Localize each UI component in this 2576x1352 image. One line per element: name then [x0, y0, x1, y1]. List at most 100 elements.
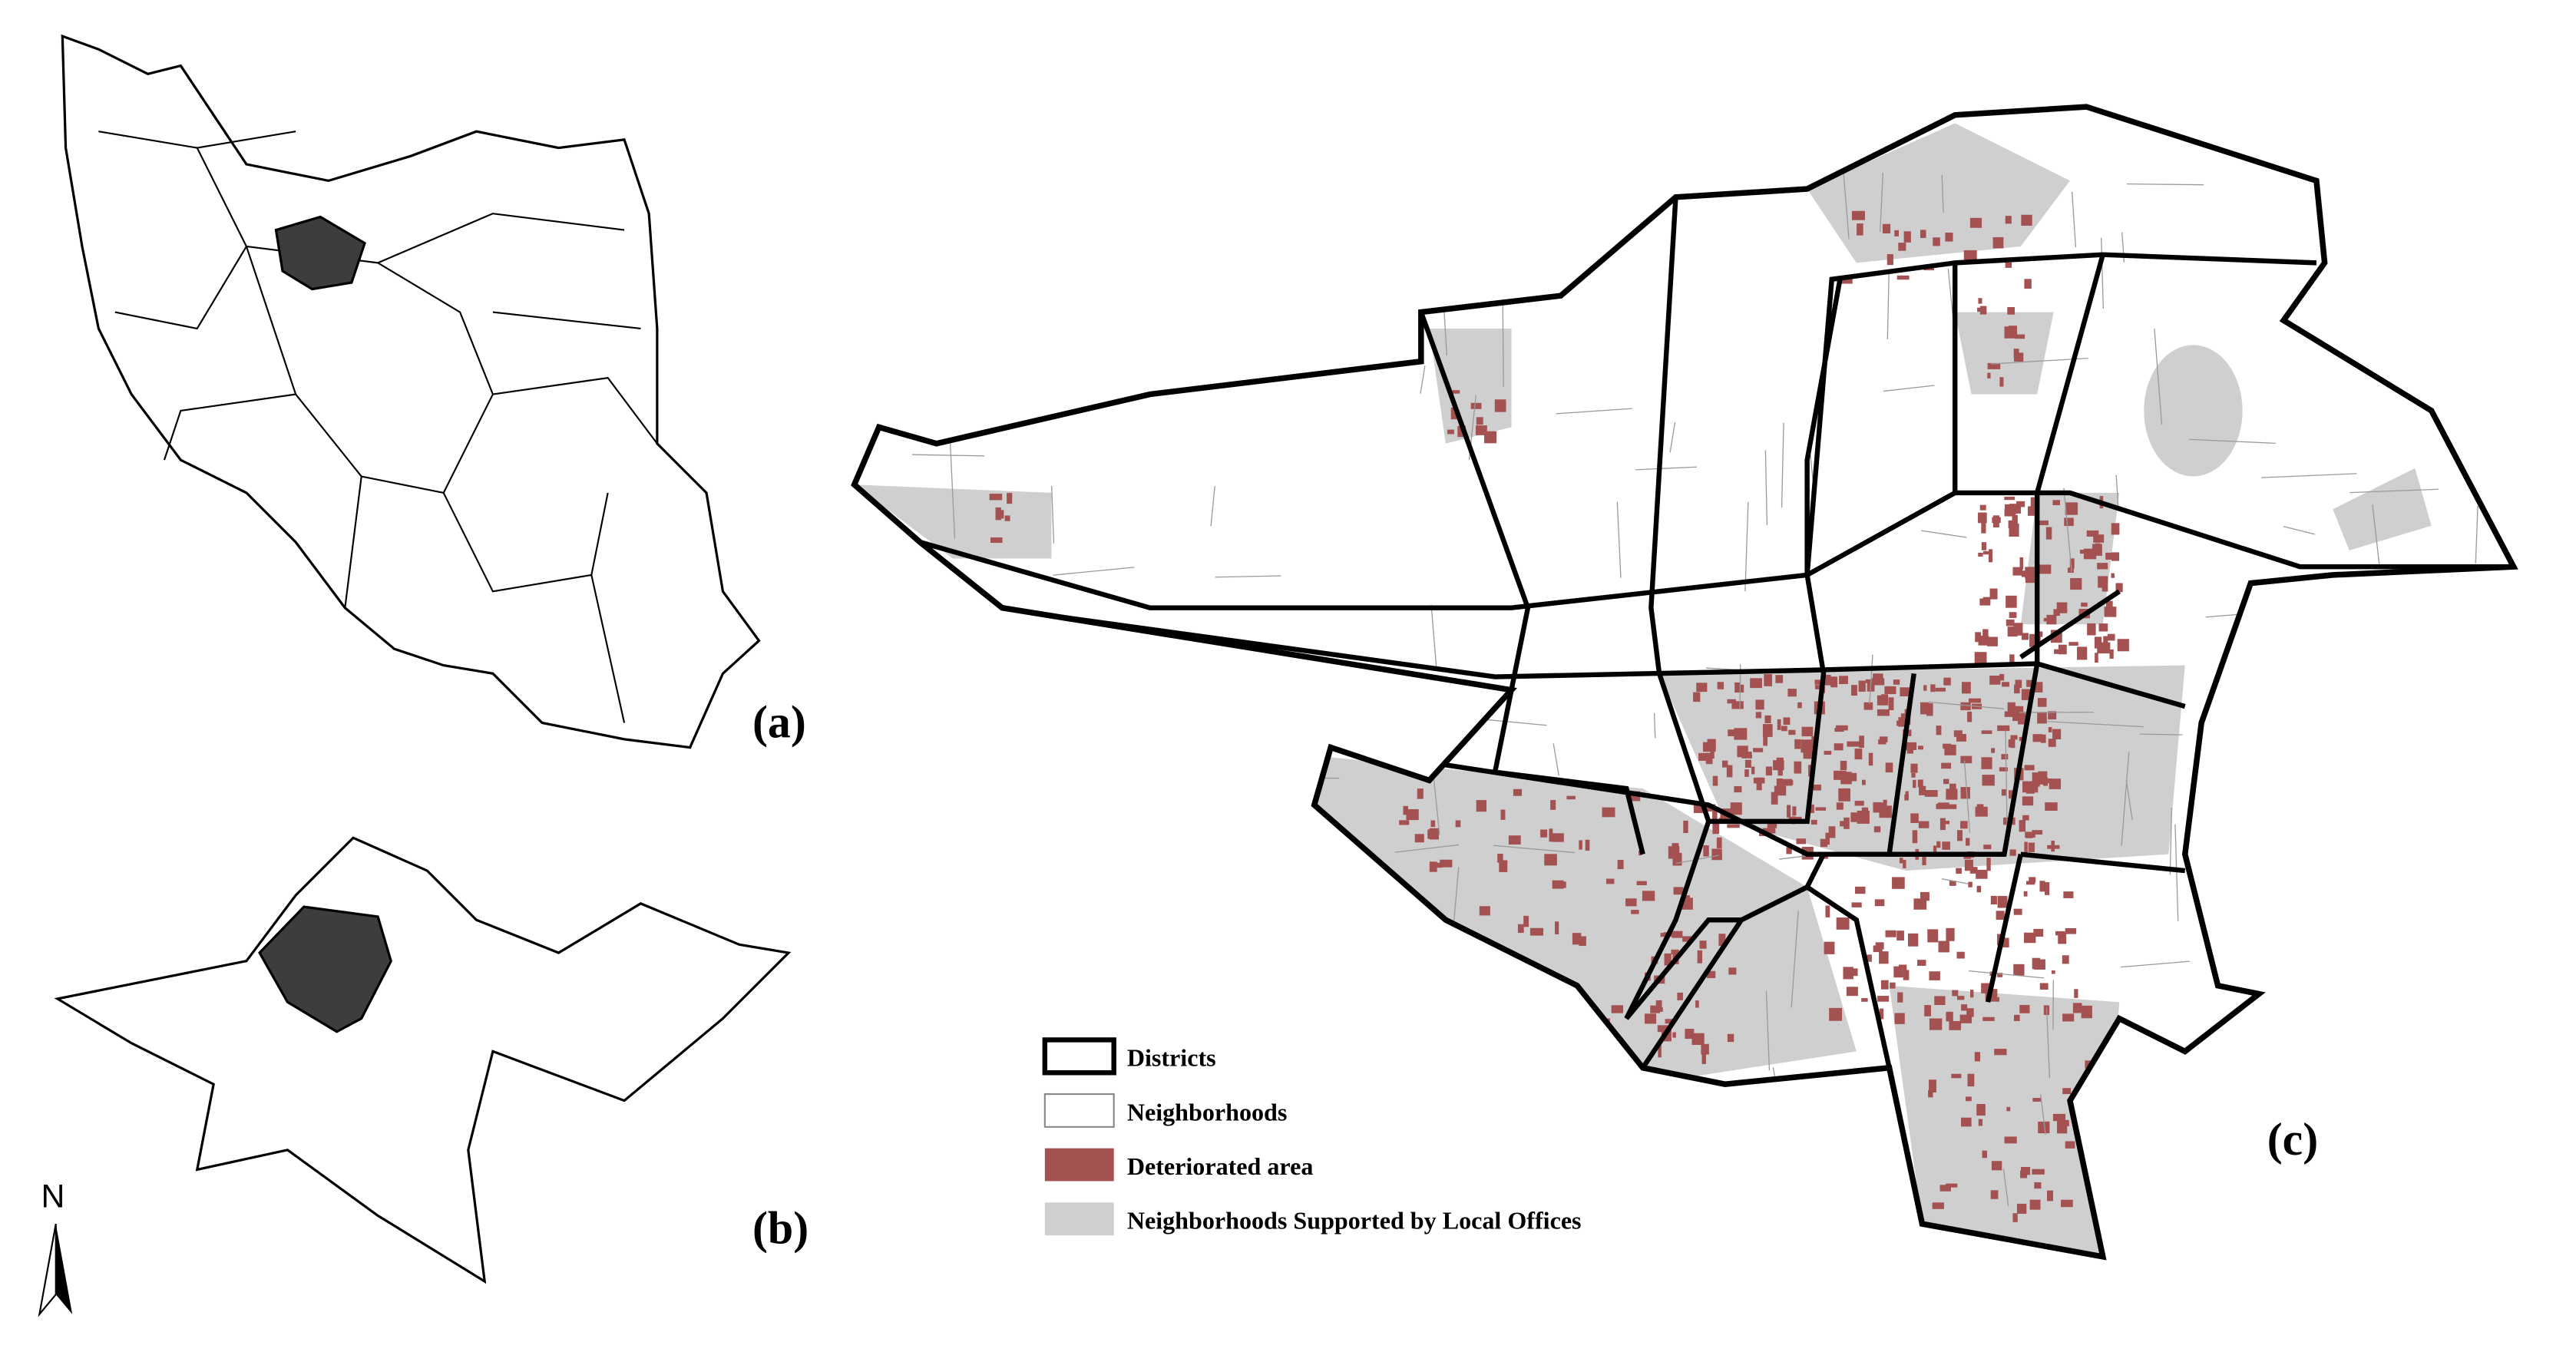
deteriorated-patch: [1982, 775, 1995, 786]
deteriorated-patch: [2013, 964, 2025, 976]
deteriorated-patch: [1673, 887, 1684, 895]
deteriorated-patch: [2046, 1190, 2053, 1202]
deteriorated-patch: [2063, 891, 2074, 898]
deteriorated-patch: [1479, 906, 1490, 916]
deteriorated-patch: [1685, 1029, 1695, 1040]
legend-swatch: [1044, 1148, 1114, 1182]
neighborhood-boundary: [2115, 474, 2119, 511]
deteriorated-patch: [1814, 685, 1822, 689]
deteriorated-patch: [1712, 823, 1720, 835]
city-map: [855, 107, 2574, 1296]
neighborhood-boundary: [2101, 237, 2104, 309]
deteriorated-patch: [1727, 699, 1736, 704]
deteriorated-patch: [1981, 521, 1986, 534]
deteriorated-patch: [1794, 739, 1801, 749]
deteriorated-patch: [1907, 933, 1919, 947]
deteriorated-patch: [1900, 687, 1911, 697]
deteriorated-patch: [1801, 739, 1814, 753]
deteriorated-patch: [1611, 1005, 1623, 1013]
deteriorated-patch: [1655, 1000, 1662, 1010]
deteriorated-patch: [2072, 1003, 2082, 1013]
deteriorated-patch: [1820, 838, 1827, 848]
deteriorated-patch: [2019, 820, 2026, 832]
deteriorated-patch: [1457, 980, 1463, 985]
deteriorated-patch: [2029, 1199, 2041, 1210]
deteriorated-patch: [1990, 895, 1997, 905]
deteriorated-patch: [2024, 279, 2032, 289]
deteriorated-patch: [1836, 802, 1844, 810]
neighborhood-boundary: [1963, 760, 1971, 833]
legend: Districts Neighborhoods Deteriorated are…: [1042, 1037, 1582, 1236]
deteriorated-patch: [2032, 1098, 2042, 1102]
deteriorated-patch: [1825, 905, 1830, 917]
deteriorated-patch: [2007, 702, 2015, 712]
deteriorated-patch: [1476, 417, 1483, 425]
neighborhood-boundary: [1765, 990, 1771, 1071]
deteriorated-patch: [1575, 1006, 1589, 1017]
deteriorated-patch: [1949, 881, 1956, 886]
deteriorated-patch: [1484, 431, 1497, 444]
deteriorated-patch: [1657, 1025, 1668, 1033]
deteriorated-patch: [1762, 724, 1773, 737]
deteriorated-patch: [1978, 1119, 1983, 1126]
deteriorated-patch: [1877, 709, 1890, 716]
deteriorated-patch: [2015, 334, 2025, 339]
deteriorated-patch: [2025, 881, 2035, 885]
neighborhood-boundary: [2121, 752, 2130, 846]
deteriorated-patch: [1821, 674, 1831, 686]
deteriorated-patch: [1498, 1016, 1508, 1030]
legend-label: Districts: [1127, 1044, 1216, 1072]
deteriorated-patch: [1734, 785, 1742, 793]
deteriorated-patch: [1893, 679, 1900, 685]
neighborhood-boundary: [2045, 1007, 2051, 1079]
deteriorated-patch: [1427, 829, 1433, 839]
deteriorated-patch: [1896, 720, 1904, 726]
deteriorated-patch: [1885, 930, 1896, 937]
deteriorated-patch: [1918, 821, 1930, 828]
neighborhood-boundary: [2349, 488, 2439, 494]
deteriorated-patch: [2098, 576, 2108, 588]
neighborhood-boundary: [1883, 385, 1935, 392]
deteriorated-patch: [1967, 1073, 1975, 1087]
deteriorated-patch: [2007, 306, 2015, 315]
deteriorated-patch: [2002, 937, 2009, 948]
deteriorated-patch: [1825, 832, 1830, 845]
neighborhood-boundary: [2483, 1097, 2491, 1124]
deteriorated-patch: [2005, 216, 2012, 224]
deteriorated-patch: [1470, 402, 1482, 409]
deteriorated-patch: [1672, 1032, 1676, 1038]
neighborhood-boundary: [1426, 1099, 1433, 1131]
deteriorated-patch: [1650, 1005, 1661, 1013]
deteriorated-patch: [1683, 820, 1688, 834]
deteriorated-patch: [1929, 1018, 1943, 1030]
neighborhood-boundary: [1616, 501, 1622, 578]
neighborhood-boundary: [2293, 1192, 2359, 1200]
neighborhood-boundary: [1364, 172, 1367, 261]
deteriorated-patch: [1966, 1096, 1972, 1102]
deteriorated-patch: [1834, 728, 1844, 732]
neighborhood-boundary: [1556, 408, 1632, 415]
neighborhood-boundary: [2283, 526, 2315, 535]
deteriorated-patch: [1979, 598, 1990, 606]
deteriorated-patch: [1896, 275, 1910, 280]
deteriorated-patch: [1840, 821, 1846, 827]
neighborhood-boundary: [1149, 914, 1159, 1009]
deteriorated-patch: [2006, 619, 2015, 626]
deteriorated-patch: [1776, 778, 1784, 789]
deteriorated-patch: [1991, 748, 1996, 753]
deteriorated-patch: [2081, 602, 2088, 607]
deteriorated-patch: [1682, 936, 1692, 942]
neighborhood-boundary: [1669, 421, 1676, 453]
deteriorated-patch: [2068, 642, 2078, 646]
neighborhood-boundary: [2298, 1044, 2329, 1054]
deteriorated-patch: [1494, 399, 1506, 412]
deteriorated-patch: [1544, 854, 1557, 866]
deteriorated-patch: [2101, 587, 2108, 592]
deteriorated-patch: [2022, 815, 2029, 821]
deteriorated-patch: [1716, 837, 1722, 848]
deteriorated-patch: [2032, 830, 2043, 835]
deteriorated-patch: [1549, 828, 1553, 842]
deteriorated-patch: [1838, 788, 1850, 802]
deteriorated-patch: [1792, 806, 1797, 816]
deteriorated-patch: [1952, 990, 1959, 997]
